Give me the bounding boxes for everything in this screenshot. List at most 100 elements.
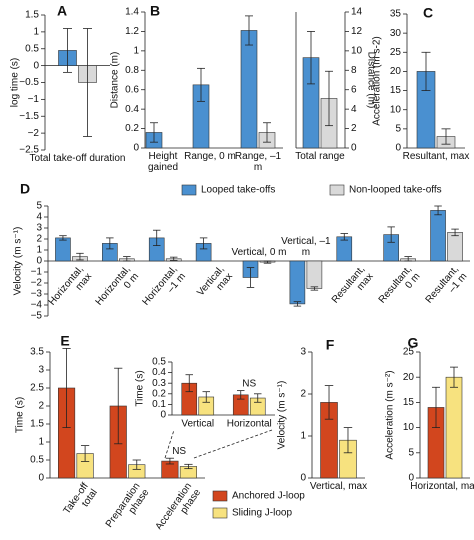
y-tick-label: 4 [36, 212, 42, 223]
y-tick-label: 10 [351, 45, 363, 56]
x-tick-label: Resultant, max [329, 264, 376, 306]
x-tick-label: Vertical, max [309, 481, 368, 492]
y-axis-label: Velocity (m s⁻¹) [277, 381, 288, 450]
panel-letter: A [57, 3, 67, 19]
x-tick-label: Vertical, –1 m [281, 236, 331, 258]
y-tick-label: 1.5 [25, 10, 39, 21]
panel-letter: E [60, 333, 69, 349]
x-tick-label: Acceleration phase [154, 481, 204, 533]
x-tick-label: Preparation phase [103, 481, 152, 530]
y-tick-label: −3 [31, 289, 43, 300]
y-tick-label: 1 [36, 245, 42, 256]
y-tick-label: 0.2 [125, 123, 139, 134]
inset-connector [193, 429, 273, 459]
legend-swatch [329, 184, 345, 196]
x-tick-label: Total take-off duration [30, 153, 126, 164]
y-tick-label: 8 [351, 65, 357, 76]
y-tick-label: 0.1 [152, 399, 166, 410]
bar [240, 30, 258, 149]
y-tick-label: 1 [33, 27, 39, 38]
y-tick-label: −1 [28, 94, 40, 105]
y-tick-label: 2 [300, 389, 306, 400]
bar [430, 210, 446, 262]
x-tick-label: Resultant, –1 m [423, 264, 470, 306]
y-tick-label: 1 [133, 45, 139, 56]
y-tick-label: 35 [390, 9, 402, 20]
x-tick-label: Vertical [181, 419, 214, 430]
y-tick-label: −5 [31, 311, 43, 322]
x-tick-label: Vertical, –1 m [281, 236, 331, 258]
y-tick-label: 1 [300, 431, 306, 442]
y-tick-label: 0 [133, 143, 139, 154]
y-tick-label: 2.5 [30, 383, 44, 394]
y-axis-label: Time (s) [15, 397, 26, 433]
y-tick-label: 4 [351, 104, 357, 115]
y-axis-label: Acceleration (m s⁻²) [385, 370, 396, 459]
y-tick-label: 1.2 [125, 26, 139, 37]
x-tick-label: Vertical, max [195, 264, 235, 299]
x-tick-label: Vertical, 0 m [231, 247, 287, 258]
x-tick-label: Horizontal, max [410, 481, 474, 492]
x-tick-label: Acceleration phase [154, 481, 204, 533]
y-tick-label: 10 [403, 422, 415, 433]
legend-swatch [212, 490, 228, 502]
y-tick-label: −2 [31, 278, 43, 289]
bar [445, 376, 463, 479]
annotation: NS [172, 446, 186, 457]
y-tick-label: 0 [351, 143, 357, 154]
y-tick-label: −0.5 [19, 77, 39, 88]
y-tick-label: 15 [403, 397, 415, 408]
x-tick-label: Take-off total [61, 481, 100, 517]
y-tick-label: 0.5 [152, 357, 166, 368]
y-tick-label: 0.4 [152, 367, 166, 378]
x-tick-label: Range, –1 m [235, 151, 281, 173]
y-tick-label: 0.5 [25, 43, 39, 54]
y-axis-label: Velocity (m s⁻¹) [13, 227, 24, 296]
y-axis-label: Distance (m) [110, 52, 121, 109]
y-tick-label: 20 [390, 66, 402, 77]
x-tick-label: Total range [295, 151, 345, 162]
y-axis-label: Acceleration (m s-2) [372, 36, 383, 125]
x-tick-label: Take-off total [61, 481, 100, 517]
x-tick-label: Resultant, max [329, 264, 376, 306]
y-tick-label: −1.5 [19, 111, 39, 122]
x-tick-label: Vertical, 0 m [231, 247, 287, 258]
y-tick-label: 15 [390, 85, 402, 96]
x-tick-label: Horizontal, –1 m [140, 264, 189, 308]
y-tick-label: 0.6 [125, 84, 139, 95]
y-tick-label: 6 [351, 84, 357, 95]
x-tick-label: Range, 0 m [184, 151, 236, 162]
y-tick-label: 0 [300, 473, 306, 484]
x-tick-label: Vertical, max [309, 481, 368, 492]
x-tick-label: Total range [295, 151, 345, 162]
legend-label: Sliding J-loop [232, 508, 292, 519]
x-tick-label: Height gained [148, 151, 178, 173]
panel-letter: G [408, 335, 419, 351]
y-tick-label: 0 [33, 60, 39, 71]
y-tick-label: 0 [36, 256, 42, 267]
y-tick-label: 0.8 [125, 65, 139, 76]
x-tick-label: Horizontal, 0 m [93, 264, 142, 308]
y-tick-label: 14 [351, 7, 363, 18]
x-tick-label: Resultant, max [403, 151, 470, 162]
y-tick-label: 5 [36, 201, 42, 212]
y-tick-label: 3.5 [30, 347, 44, 358]
y-tick-label: 0 [395, 143, 401, 154]
bar [289, 260, 306, 305]
legend-swatch [181, 184, 197, 196]
x-tick-label: Horizontal, max [47, 264, 95, 308]
y-tick-label: 25 [390, 47, 402, 58]
y2-axis-label: Distance (m) [365, 52, 376, 109]
y-tick-label: 0.2 [152, 388, 166, 399]
y-tick-label: 0 [160, 410, 166, 421]
legend-swatch [212, 507, 228, 519]
y-axis-label: Time (s) [135, 370, 146, 406]
panel-letter: D [20, 181, 30, 197]
y-tick-label: 0 [408, 473, 414, 484]
y-tick-label: 0.3 [152, 378, 166, 389]
x-tick-label: Resultant, 0 m [376, 264, 423, 306]
annotation: NS [242, 378, 256, 389]
y-tick-label: 3 [300, 347, 306, 358]
